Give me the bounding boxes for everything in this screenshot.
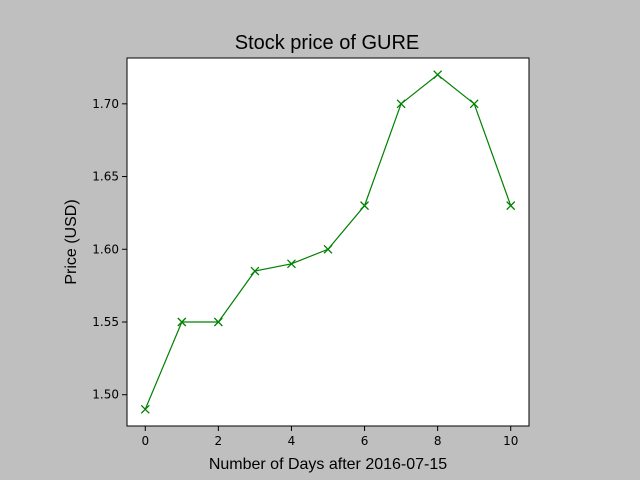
y-tick-label: 1.50 xyxy=(92,388,119,402)
y-tick-label: 1.70 xyxy=(92,97,119,111)
y-axis-label: Price (USD) xyxy=(63,199,80,284)
x-axis-label: Number of Days after 2016-07-15 xyxy=(209,456,447,473)
x-tick-label: 2 xyxy=(215,434,223,448)
y-axis: 1.50 1.55 1.60 1.65 1.70 xyxy=(92,97,127,402)
data-point-marker xyxy=(469,99,479,109)
x-axis: 0 2 4 6 8 10 xyxy=(141,426,518,448)
chart-title: Stock price of GURE xyxy=(235,32,420,54)
x-tick-label: 10 xyxy=(503,434,518,448)
x-tick-label: 4 xyxy=(288,434,296,448)
x-tick-label: 8 xyxy=(434,434,442,448)
x-tick-label: 6 xyxy=(361,434,369,448)
y-tick-label: 1.60 xyxy=(92,242,119,256)
x-tick-label: 0 xyxy=(141,434,149,448)
data-point-marker xyxy=(323,244,333,254)
y-tick-label: 1.65 xyxy=(92,170,119,184)
data-point-marker xyxy=(286,259,296,269)
y-tick-label: 1.55 xyxy=(92,315,119,329)
data-point-marker xyxy=(360,201,370,211)
series-layer xyxy=(140,70,516,414)
data-point-marker xyxy=(177,317,187,327)
data-point-marker xyxy=(396,99,406,109)
data-point-marker xyxy=(433,70,443,80)
data-point-marker xyxy=(250,266,260,276)
data-point-marker xyxy=(213,317,223,327)
plot-area xyxy=(126,57,530,427)
data-point-marker xyxy=(506,201,516,211)
data-point-marker xyxy=(140,404,150,414)
